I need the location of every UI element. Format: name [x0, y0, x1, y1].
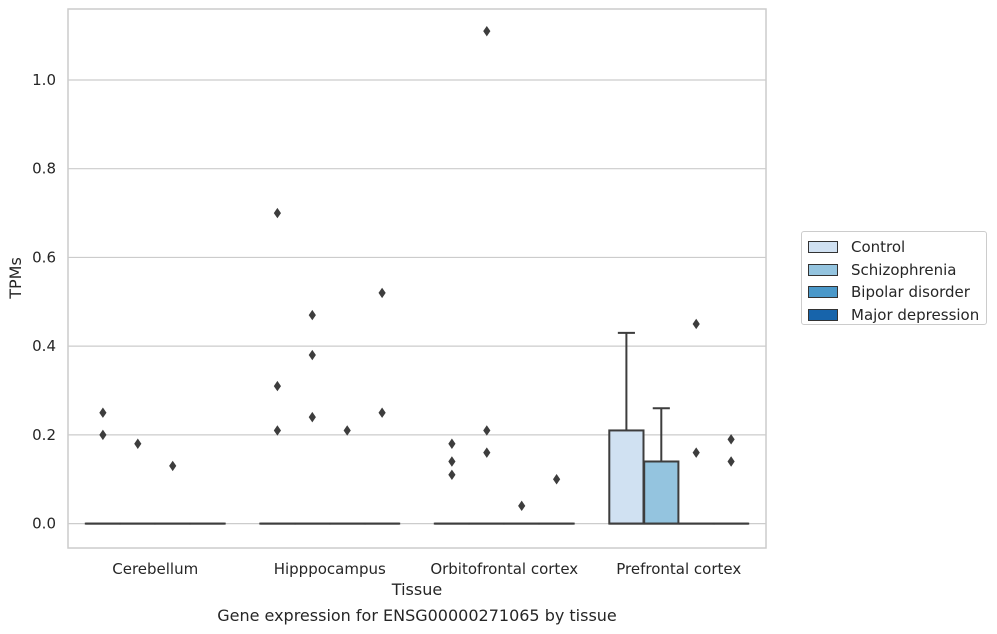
outlier-point	[308, 411, 316, 423]
outliers-layer	[99, 25, 735, 512]
legend-swatch	[808, 241, 838, 254]
outlier-point	[448, 456, 456, 467]
outlier-point	[308, 309, 316, 321]
boxes-layer	[84, 331, 750, 525]
outlier-point	[727, 434, 735, 445]
legend: Control Schizophrenia Bipolar disorder Majo…	[801, 231, 987, 325]
y-axis-title: TPMs	[6, 257, 25, 300]
outlier-point	[273, 425, 281, 436]
x-tick-labels: Cerebellum Hipppocampus Orbitofrontal cort…	[112, 560, 741, 578]
box	[643, 460, 680, 525]
outlier-point	[727, 456, 735, 467]
legend-label: Major depression	[851, 305, 980, 324]
legend-swatch	[808, 286, 838, 299]
legend-swatch	[808, 308, 838, 321]
outlier-point	[553, 474, 561, 485]
outlier-point	[308, 349, 316, 361]
outlier-point	[692, 447, 700, 458]
legend-item: Bipolar disorder	[808, 281, 986, 304]
outlier-point	[343, 425, 351, 436]
outlier-point	[483, 447, 491, 458]
outlier-point	[273, 207, 281, 219]
legend-item: Control	[808, 236, 986, 259]
outlier-point	[483, 25, 491, 37]
y-tick-label: 0.2	[32, 426, 56, 444]
outlier-point	[378, 407, 386, 418]
y-tick-label: 0.8	[32, 160, 56, 178]
y-tick-label: 0.6	[32, 248, 56, 266]
outlier-point	[448, 438, 456, 449]
outlier-point	[378, 287, 386, 299]
outlier-point	[518, 500, 526, 512]
plot-frame	[67, 8, 767, 549]
legend-label: Bipolar disorder	[851, 283, 970, 302]
outlier-point	[134, 438, 142, 449]
legend-item: Major depression	[808, 304, 986, 327]
x-tick-label: Orbitofrontal cortex	[430, 560, 578, 578]
legend-label: Schizophrenia	[851, 260, 957, 279]
chart-caption: Gene expression for ENSG00000271065 by t…	[217, 606, 617, 625]
legend-label: Control	[851, 238, 906, 257]
x-tick-label: Cerebellum	[112, 560, 198, 578]
legend-swatch	[808, 263, 838, 276]
y-tick-labels: 0.0 0.2 0.4 0.6 0.8 1.0	[32, 71, 56, 533]
x-axis-title: Tissue	[391, 580, 442, 599]
outlier-point	[273, 380, 281, 392]
outlier-point	[99, 429, 107, 441]
y-tick-label: 1.0	[32, 71, 56, 89]
outlier-point	[483, 425, 491, 436]
outlier-point	[169, 460, 177, 472]
legend-item: Schizophrenia	[808, 259, 986, 282]
outlier-point	[99, 407, 107, 418]
box	[608, 429, 645, 525]
outlier-point	[448, 469, 456, 481]
y-tick-label: 0.4	[32, 337, 56, 355]
x-tick-label: Hipppocampus	[274, 560, 386, 578]
x-tick-label: Prefrontal cortex	[616, 560, 741, 578]
y-tick-label: 0.0	[32, 515, 56, 533]
outlier-point	[692, 318, 700, 330]
